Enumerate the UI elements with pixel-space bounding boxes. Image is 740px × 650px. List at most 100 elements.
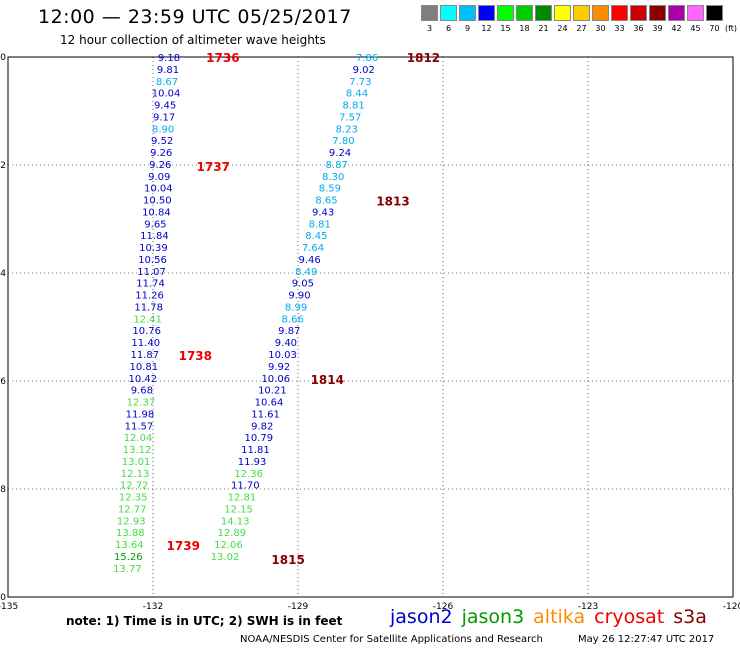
wave-height-value: 9.87 (278, 326, 300, 337)
wave-height-value: 10.79 (245, 433, 274, 444)
scale-label: 21 (538, 24, 549, 33)
scale-swatch (497, 5, 514, 21)
wave-height-value: 8.44 (346, 89, 368, 100)
y-tick-label: 30 (0, 53, 6, 63)
altimeter-tracks: 9.189.818.6710.049.459.178.909.529.269.2… (113, 51, 440, 575)
wave-height-value: 10.21 (258, 386, 287, 397)
scale-swatch (478, 5, 495, 21)
wave-height-value: 9.81 (157, 65, 179, 76)
map-frame (7, 56, 734, 598)
wave-height-value: 12.93 (117, 516, 146, 527)
scale-label: 45 (690, 24, 701, 33)
wave-height-value: 9.18 (158, 53, 180, 64)
scale-label: 70 (709, 24, 720, 33)
x-tick-label: -123 (578, 602, 598, 612)
pass-time-label: 1737 (197, 160, 230, 174)
wave-height-value: 13.01 (122, 457, 151, 468)
scale-label: 36 (633, 24, 644, 33)
wave-height-value: 13.12 (123, 445, 152, 456)
wave-height-value: 8.65 (315, 196, 337, 207)
wave-height-value: 8.99 (285, 302, 307, 313)
x-tick-label: -132 (143, 602, 163, 612)
track-segment: 10.8110.429.6812.3711.9811.5712.0413.121… (115, 349, 212, 551)
wave-height-value: 9.17 (153, 112, 175, 123)
wave-height-value: 12.35 (119, 493, 148, 504)
wave-height-value: 10.04 (152, 89, 181, 100)
wave-height-value: 10.50 (143, 196, 172, 207)
scale-swatch (706, 5, 723, 21)
wave-height-value: 10.03 (268, 350, 297, 361)
scale-swatch (535, 5, 552, 21)
scale-label: 39 (652, 24, 663, 33)
wave-height-value: 8.90 (152, 124, 174, 135)
wave-height-value: 11.70 (231, 481, 260, 492)
wave-height-value: 11.81 (241, 445, 270, 456)
scale-swatch (516, 5, 533, 21)
y-tick-label: 38 (0, 485, 6, 495)
wave-height-value: 12.04 (124, 433, 153, 444)
wave-height-value: 11.78 (134, 302, 163, 313)
wave-height-value: 13.02 (211, 552, 240, 563)
wave-height-value: 10.04 (144, 184, 173, 195)
x-tick-label: -135 (0, 602, 18, 612)
wave-height-value: 12.89 (217, 528, 246, 539)
wave-height-value: 10.76 (132, 326, 161, 337)
wave-height-value: 11.26 (135, 291, 164, 302)
wave-height-value: 12.06 (214, 540, 243, 551)
wave-height-value: 11.40 (131, 338, 160, 349)
wave-height-value: 8.59 (319, 184, 341, 195)
satellite-legend-jason3: jason3 (461, 606, 525, 628)
wave-height-value: 9.40 (275, 338, 297, 349)
wave-height-value: 12.36 (234, 469, 263, 480)
scale-swatch (611, 5, 628, 21)
x-tick-label: -126 (433, 602, 454, 612)
wave-height-value: 11.74 (136, 279, 165, 290)
satellite-legend-s3a: s3a (673, 606, 707, 628)
wave-height-value: 14.13 (221, 516, 250, 527)
wave-height-value: 9.92 (268, 362, 290, 373)
wave-height-value: 8.23 (336, 124, 358, 135)
scale-label: 30 (595, 24, 606, 33)
wave-height-value: 9.26 (150, 148, 172, 159)
scale-label: 12 (481, 24, 492, 33)
scale-swatch (649, 5, 666, 21)
wave-height-value: 7.86 (356, 53, 378, 64)
wave-height-value: 11.07 (137, 267, 166, 278)
credit-line: NOAA/NESDIS Center for Satellite Applica… (240, 634, 543, 645)
scale-swatch (554, 5, 571, 21)
wave-height-value: 11.98 (126, 409, 155, 420)
wave-height-value: 9.90 (288, 291, 310, 302)
wave-height-value: 9.09 (148, 172, 170, 183)
wave-height-value: 9.68 (131, 386, 153, 397)
scale-label: 24 (557, 24, 568, 33)
wave-height-value: 10.39 (139, 243, 168, 254)
wave-height-value: 9.24 (329, 148, 351, 159)
scale-label: 27 (576, 24, 587, 33)
scale-swatch (687, 5, 704, 21)
satellite-legend: jason2 jason3 altika cryosat s3a (390, 606, 716, 628)
pass-time-label: 1815 (271, 553, 304, 567)
wave-height-value: 8.81 (342, 101, 364, 112)
wave-height-value: 13.77 (113, 564, 142, 575)
wave-height-value: 8.87 (326, 160, 348, 171)
y-tick-label: 32 (0, 161, 6, 171)
track-segment: 9.0910.0410.5010.849.6511.8410.3910.5611… (130, 160, 229, 361)
wave-height-value: 10.42 (129, 374, 158, 385)
wave-height-value: 7.73 (349, 77, 371, 88)
wave-height-value: 12.37 (127, 398, 156, 409)
y-tick-label: 36 (0, 377, 6, 387)
scale-label: 6 (445, 24, 452, 33)
wave-height-value: 7.80 (332, 136, 354, 147)
wave-height-value: 9.46 (298, 255, 320, 266)
scale-label: 42 (671, 24, 682, 33)
wave-height-value: 11.61 (251, 409, 280, 420)
pass-time-label: 1739 (167, 539, 200, 553)
wave-height-value: 9.52 (151, 136, 173, 147)
satellite-legend-altika: altika (533, 606, 586, 628)
wave-height-value: 8.30 (322, 172, 344, 183)
wave-height-value: 11.57 (125, 421, 154, 432)
wave-height-value: 10.56 (138, 255, 167, 266)
map-axes: -135 -132 -129 -126 -123 -120 30 32 34 36 38 40 (0, 53, 740, 612)
scale-label: 9 (464, 24, 471, 33)
scale-label: 33 (614, 24, 625, 33)
